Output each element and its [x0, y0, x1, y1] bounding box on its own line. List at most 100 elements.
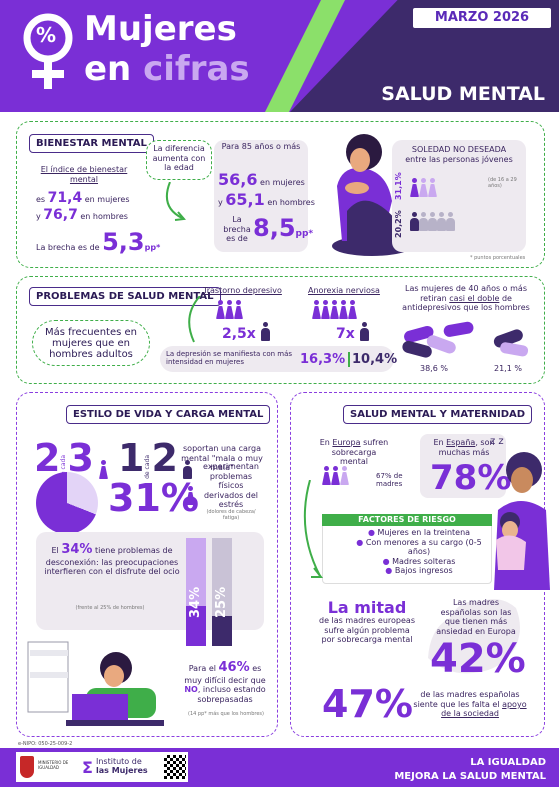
- man-icon: [428, 212, 437, 232]
- age85-gap-label: La brecha es de: [223, 215, 251, 244]
- man-icon: [183, 460, 192, 480]
- slogan: LA IGUALDAD MEJORA LA SALUD MENTAL: [394, 757, 546, 782]
- women-pct: 31,1%: [394, 172, 403, 200]
- age85-men: y 65,1 en hombres: [218, 190, 315, 209]
- woman-icon: [99, 460, 108, 480]
- woman-icon: [348, 300, 357, 320]
- arrow-icon: [160, 181, 190, 226]
- risk-item: ● Con menores a su cargo (0-5 años): [356, 537, 482, 557]
- europe-map: [420, 588, 528, 680]
- venus-icon: %: [20, 12, 76, 92]
- header: % Mujeres en cifras MARZO 2026 SALUD MEN…: [0, 0, 559, 112]
- bienestar-gap: La brecha es de 5,3pp*: [36, 228, 161, 256]
- anorexia-icons: [312, 300, 357, 320]
- alert-icon: ●: [356, 537, 364, 547]
- woman-icon: [186, 486, 195, 506]
- stress-text: experimentan problemas físicos derivados…: [203, 462, 259, 510]
- woman-icon: [321, 300, 330, 320]
- qr-code-icon[interactable]: [164, 755, 186, 779]
- page-title-line2: en cifras: [84, 49, 250, 89]
- ministerio-label: MINISTERIO DE IGUALDAD: [38, 760, 69, 770]
- europa-text: En Europa sufren sobrecarga mental: [319, 438, 389, 467]
- desconexion-text: El 34% tiene problemas de desconexión: l…: [44, 542, 180, 577]
- arrow-icon: [296, 479, 326, 584]
- section-title: SALUD MENTAL: [381, 83, 545, 105]
- woman-icon: [428, 178, 437, 198]
- age85-gap: 8,5pp*: [253, 214, 314, 242]
- p47: 47%: [322, 682, 413, 726]
- women-icons: [410, 178, 437, 198]
- problemas-card: [16, 276, 545, 384]
- date-badge: MARZO 2026: [413, 8, 551, 28]
- europa-icons: [322, 466, 349, 486]
- depresivo-ratio: 2,5x: [222, 322, 270, 342]
- stressed-woman-illustration: [26, 632, 166, 736]
- footer-logos: [16, 752, 188, 782]
- soledad-subtitle: entre las personas jóvenes: [405, 155, 513, 164]
- europa-pct: 67% de madres: [376, 472, 403, 489]
- woman-icon: [225, 300, 234, 320]
- men-pct: 20,2%: [394, 210, 403, 238]
- risk-item: ● Madres solteras: [382, 556, 456, 566]
- bienestar-intro: El índice de bienestar mental: [40, 165, 128, 184]
- nipo: e-NIPO: 050-25-009-2: [18, 741, 73, 747]
- bienestar-women: es 71,4 en mujeres: [36, 190, 130, 206]
- stress-note: (dolores de cabeza/ fatiga): [206, 509, 256, 521]
- age85-women: 56,6 en mujeres: [218, 170, 305, 189]
- man-icon: [359, 322, 369, 342]
- bar-women-label: 34%: [188, 586, 203, 618]
- woman-icon: [330, 300, 339, 320]
- svg-text:z z: z z: [490, 436, 504, 447]
- alert-icon: ●: [367, 528, 375, 537]
- bienestar-pill: BIENESTAR MENTAL: [29, 134, 154, 153]
- woman-icon: [312, 300, 321, 320]
- p31: 31%: [108, 476, 199, 520]
- man-icon: [260, 322, 270, 342]
- antidepresivos-text: Las mujeres de 40 años o más retiran cas…: [402, 284, 530, 313]
- age85-box: [214, 140, 308, 252]
- page-title-line1: Mujeres: [84, 9, 237, 49]
- bienestar-card: [16, 121, 545, 268]
- depresion-note: La depresión se manifiesta con más inten…: [166, 350, 293, 367]
- age-range: (de 16 a 29 años): [488, 177, 517, 189]
- bar-men-fill: [212, 616, 232, 646]
- no-text: Para el 46% es muy difícil decir que NO,…: [184, 660, 266, 704]
- woman-icon: [216, 300, 225, 320]
- depresivo-title: Trastorno depresivo: [203, 286, 282, 295]
- anorexia-title: Anorexia nerviosa: [308, 286, 380, 295]
- woman-icon: [322, 466, 331, 486]
- depresion-women: 16,3%: [300, 352, 346, 367]
- mother-child-illustration: z z: [480, 430, 552, 590]
- man-icon: [446, 212, 455, 232]
- soledad-title: SOLEDAD NO DESEADA: [411, 145, 507, 154]
- frecuentes-oval: Más frecuentes en mujeres que en hombres…: [32, 320, 150, 366]
- risk-item: ● Mujeres en la treintena: [367, 528, 471, 537]
- bienestar-men: y 76,7 en hombres: [36, 207, 128, 223]
- depresion-men: 10,4%: [348, 352, 397, 367]
- bar-men-label: 25%: [214, 586, 229, 618]
- one-of-two: 1de cada2: [118, 436, 192, 480]
- woman-icon: [419, 178, 428, 198]
- spain-shield-icon: [20, 756, 34, 778]
- pill-icons: [400, 320, 540, 360]
- bar-women-fill: [186, 605, 206, 646]
- woman-icon: [410, 178, 419, 198]
- espana-box: [420, 434, 506, 498]
- antidepresivos-women: 38,6 %: [420, 364, 448, 373]
- antidepresivos-men: 21,1 %: [494, 364, 522, 373]
- carga-text: soportan una carga mental "mala o muy ma…: [181, 444, 263, 473]
- instituto-label: Instituto de las Mujeres: [96, 757, 148, 775]
- depresivo-icons: [216, 300, 243, 320]
- footnote: * puntos porcentuales: [470, 255, 526, 261]
- espana-ansiedad-pct: 42%: [430, 636, 526, 682]
- no-note: (14 pp* más que los hombres): [188, 711, 264, 717]
- men-icons: [410, 212, 455, 232]
- espana-ansiedad-text: Las madres españolas son las que tienen …: [436, 598, 516, 636]
- percent-glyph: %: [36, 23, 57, 47]
- p47-text: de las madres españolas siente que les f…: [413, 690, 527, 719]
- problemas-pill: PROBLEMAS DE SALUD MENTAL: [29, 287, 221, 306]
- mitad-text: de las madres europeas sufre algún probl…: [319, 616, 415, 645]
- woman-icon: [340, 466, 349, 486]
- instituto-logo-icon: Σ: [82, 758, 93, 777]
- anorexia-ratio: 7x: [336, 322, 369, 342]
